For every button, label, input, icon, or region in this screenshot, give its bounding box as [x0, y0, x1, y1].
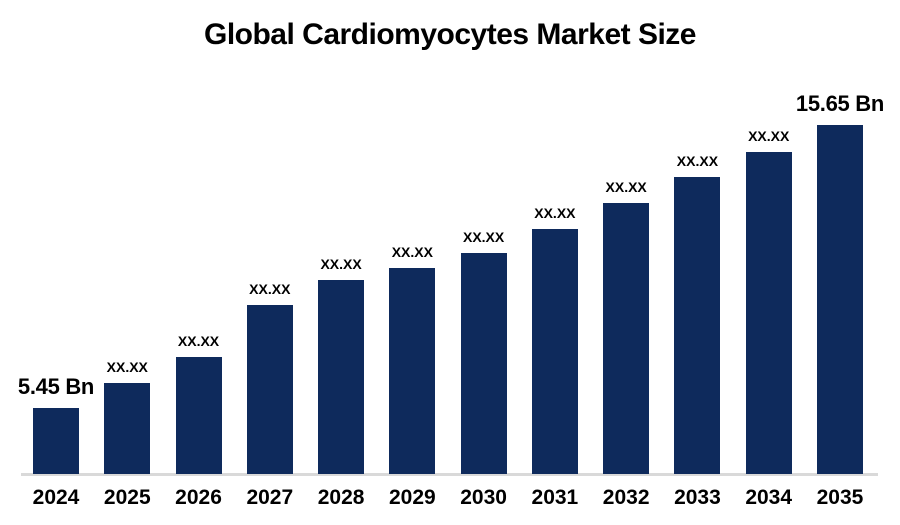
bar [460, 253, 507, 474]
x-axis-tick-label: 2027 [246, 486, 294, 509]
x-axis-tick-label: 2030 [460, 486, 507, 509]
x-axis-tick-label: 2033 [674, 486, 721, 509]
bar [175, 357, 222, 474]
bar-value-label: XX.XX [391, 244, 433, 260]
x-axis-tick-label: 2029 [388, 486, 436, 509]
bar-value-label: XX.XX [676, 153, 719, 169]
chart-title: Global Cardiomyocytes Market Size [203, 18, 697, 51]
x-axis-tick-label: 2028 [317, 486, 365, 509]
bar [531, 229, 578, 474]
bar [674, 177, 721, 474]
bar-value-label: XX.XX [320, 256, 362, 272]
bar [745, 152, 792, 474]
bar [603, 203, 650, 474]
bar-value-label: XX.XX [249, 281, 291, 297]
bar-value-label: XX.XX [748, 128, 790, 144]
bar-value-label: 15.65 Bn [795, 91, 885, 116]
bar-value-label: 5.45 Bn [17, 374, 95, 399]
bar-value-label: XX.XX [106, 359, 148, 375]
x-axis-line [21, 473, 878, 476]
bar [389, 268, 436, 474]
x-axis-tick-label: 2035 [816, 486, 864, 509]
bar-value-label: XX.XX [605, 179, 647, 195]
bar-value-label: XX.XX [177, 333, 220, 349]
x-axis-tick-label: 2025 [103, 486, 151, 509]
x-axis-tick-label: 2034 [745, 486, 793, 509]
x-axis-tick-label: 2024 [32, 486, 80, 509]
bar [104, 383, 151, 474]
bar [318, 280, 365, 474]
bar-value-label: XX.XX [534, 205, 576, 221]
x-axis-tick-label: 2032 [602, 486, 650, 509]
bar [33, 408, 79, 474]
x-axis-tick-label: 2031 [531, 486, 579, 509]
bar-value-label: XX.XX [462, 229, 505, 245]
bar [816, 125, 863, 474]
bar [246, 305, 293, 474]
x-axis-tick-label: 2026 [175, 486, 222, 509]
